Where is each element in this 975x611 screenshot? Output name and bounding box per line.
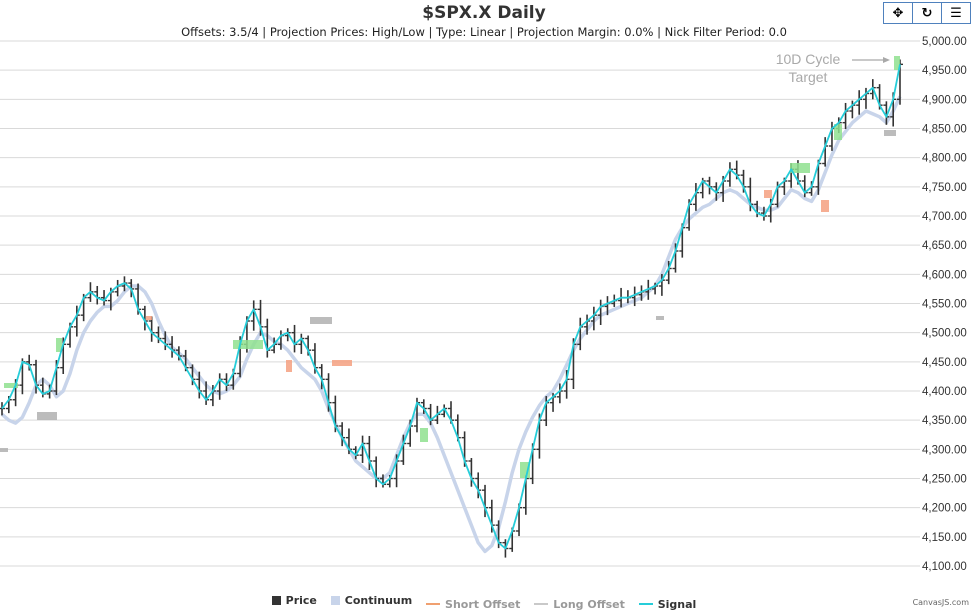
legend-item-signal[interactable]: Signal <box>638 597 697 611</box>
y-tick-label: 4,950.00 <box>922 65 967 77</box>
pan-icon: ✥ <box>892 5 904 21</box>
reset-icon: ↻ <box>921 5 933 21</box>
reset-button[interactable]: ↻ <box>912 2 942 24</box>
signal-line <box>1 64 901 550</box>
pan-button[interactable]: ✥ <box>883 2 913 24</box>
y-tick-label: 4,600.00 <box>922 269 967 281</box>
y-tick-label: 4,100.00 <box>922 561 967 573</box>
cycle-target-annotation: 10D Cycle Target <box>776 51 890 85</box>
offset-marker <box>420 428 428 442</box>
y-tick-label: 4,900.00 <box>922 94 967 106</box>
legend-item-long-offset[interactable]: Long Offset <box>534 598 625 611</box>
offset-marker <box>834 124 842 140</box>
offset-marker <box>37 412 57 420</box>
offset-marker <box>520 462 530 478</box>
annotation-arrow-head <box>883 57 890 63</box>
y-tick-label: 4,300.00 <box>922 444 967 456</box>
legend-item-continuum[interactable]: Continuum <box>330 594 413 607</box>
legend-swatch-long-offset <box>534 603 549 605</box>
offset-marker <box>894 56 900 70</box>
offset-markers <box>0 56 900 478</box>
legend-label-short-offset: Short Offset <box>445 597 521 611</box>
y-tick-label: 4,400.00 <box>922 386 967 398</box>
offset-marker <box>310 317 332 324</box>
y-tick-label: 4,550.00 <box>922 299 967 311</box>
chart-toolbar: ✥ ↻ ☰ <box>883 2 971 24</box>
offset-marker <box>56 338 62 352</box>
chart-legend: Price Continuum Short Offset Long Offset… <box>0 594 968 611</box>
y-tick-label: 4,200.00 <box>922 503 967 515</box>
offset-marker <box>764 190 772 198</box>
offset-marker <box>884 130 896 136</box>
y-axis-ticks: 4,100.00 4,150.00 4,200.00 4,250.00 4,300.00… <box>922 36 967 573</box>
annotation-line-1: 10D Cycle <box>776 51 841 67</box>
offset-marker <box>332 360 352 366</box>
credit-text: CanvasJS.com <box>912 598 969 607</box>
continuum-series <box>0 95 902 554</box>
legend-label-continuum: Continuum <box>344 594 413 607</box>
y-tick-label: 4,250.00 <box>922 474 967 486</box>
legend-label-price: Price <box>285 594 317 607</box>
y-tick-label: 4,500.00 <box>922 328 967 340</box>
offset-marker <box>146 316 152 320</box>
y-tick-label: 5,000.00 <box>922 36 967 48</box>
continuum-line <box>0 95 902 554</box>
y-tick-label: 4,750.00 <box>922 182 967 194</box>
legend-item-price[interactable]: Price <box>271 594 317 607</box>
signal-series <box>1 64 901 550</box>
legend-swatch-price <box>271 596 281 605</box>
menu-icon: ☰ <box>950 5 962 21</box>
legend-swatch-short-offset <box>426 603 441 605</box>
legend-label-signal: Signal <box>657 597 697 611</box>
offset-marker <box>821 200 829 212</box>
y-tick-label: 4,650.00 <box>922 240 967 252</box>
offset-marker <box>656 316 664 320</box>
legend-swatch-continuum <box>330 596 340 605</box>
y-tick-label: 4,800.00 <box>922 153 967 165</box>
offset-marker <box>0 448 8 452</box>
y-tick-label: 4,450.00 <box>922 357 967 369</box>
y-tick-label: 4,700.00 <box>922 211 967 223</box>
price-bars <box>0 59 903 558</box>
y-tick-label: 4,150.00 <box>922 532 967 544</box>
chart-title: $SPX.X Daily <box>422 3 546 23</box>
annotation-line-2: Target <box>789 69 828 85</box>
offset-marker <box>286 360 292 372</box>
menu-button[interactable]: ☰ <box>941 2 971 24</box>
chart-subtitle: Offsets: 3.5/4 | Projection Prices: High… <box>181 25 787 39</box>
legend-swatch-signal <box>638 603 653 605</box>
y-tick-label: 4,850.00 <box>922 124 967 136</box>
legend-item-short-offset[interactable]: Short Offset <box>426 598 520 611</box>
legend-label-long-offset: Long Offset <box>553 597 625 611</box>
y-tick-label: 4,350.00 <box>922 415 967 427</box>
offset-marker <box>233 340 263 349</box>
offset-marker <box>790 163 810 173</box>
offset-marker <box>4 383 18 388</box>
